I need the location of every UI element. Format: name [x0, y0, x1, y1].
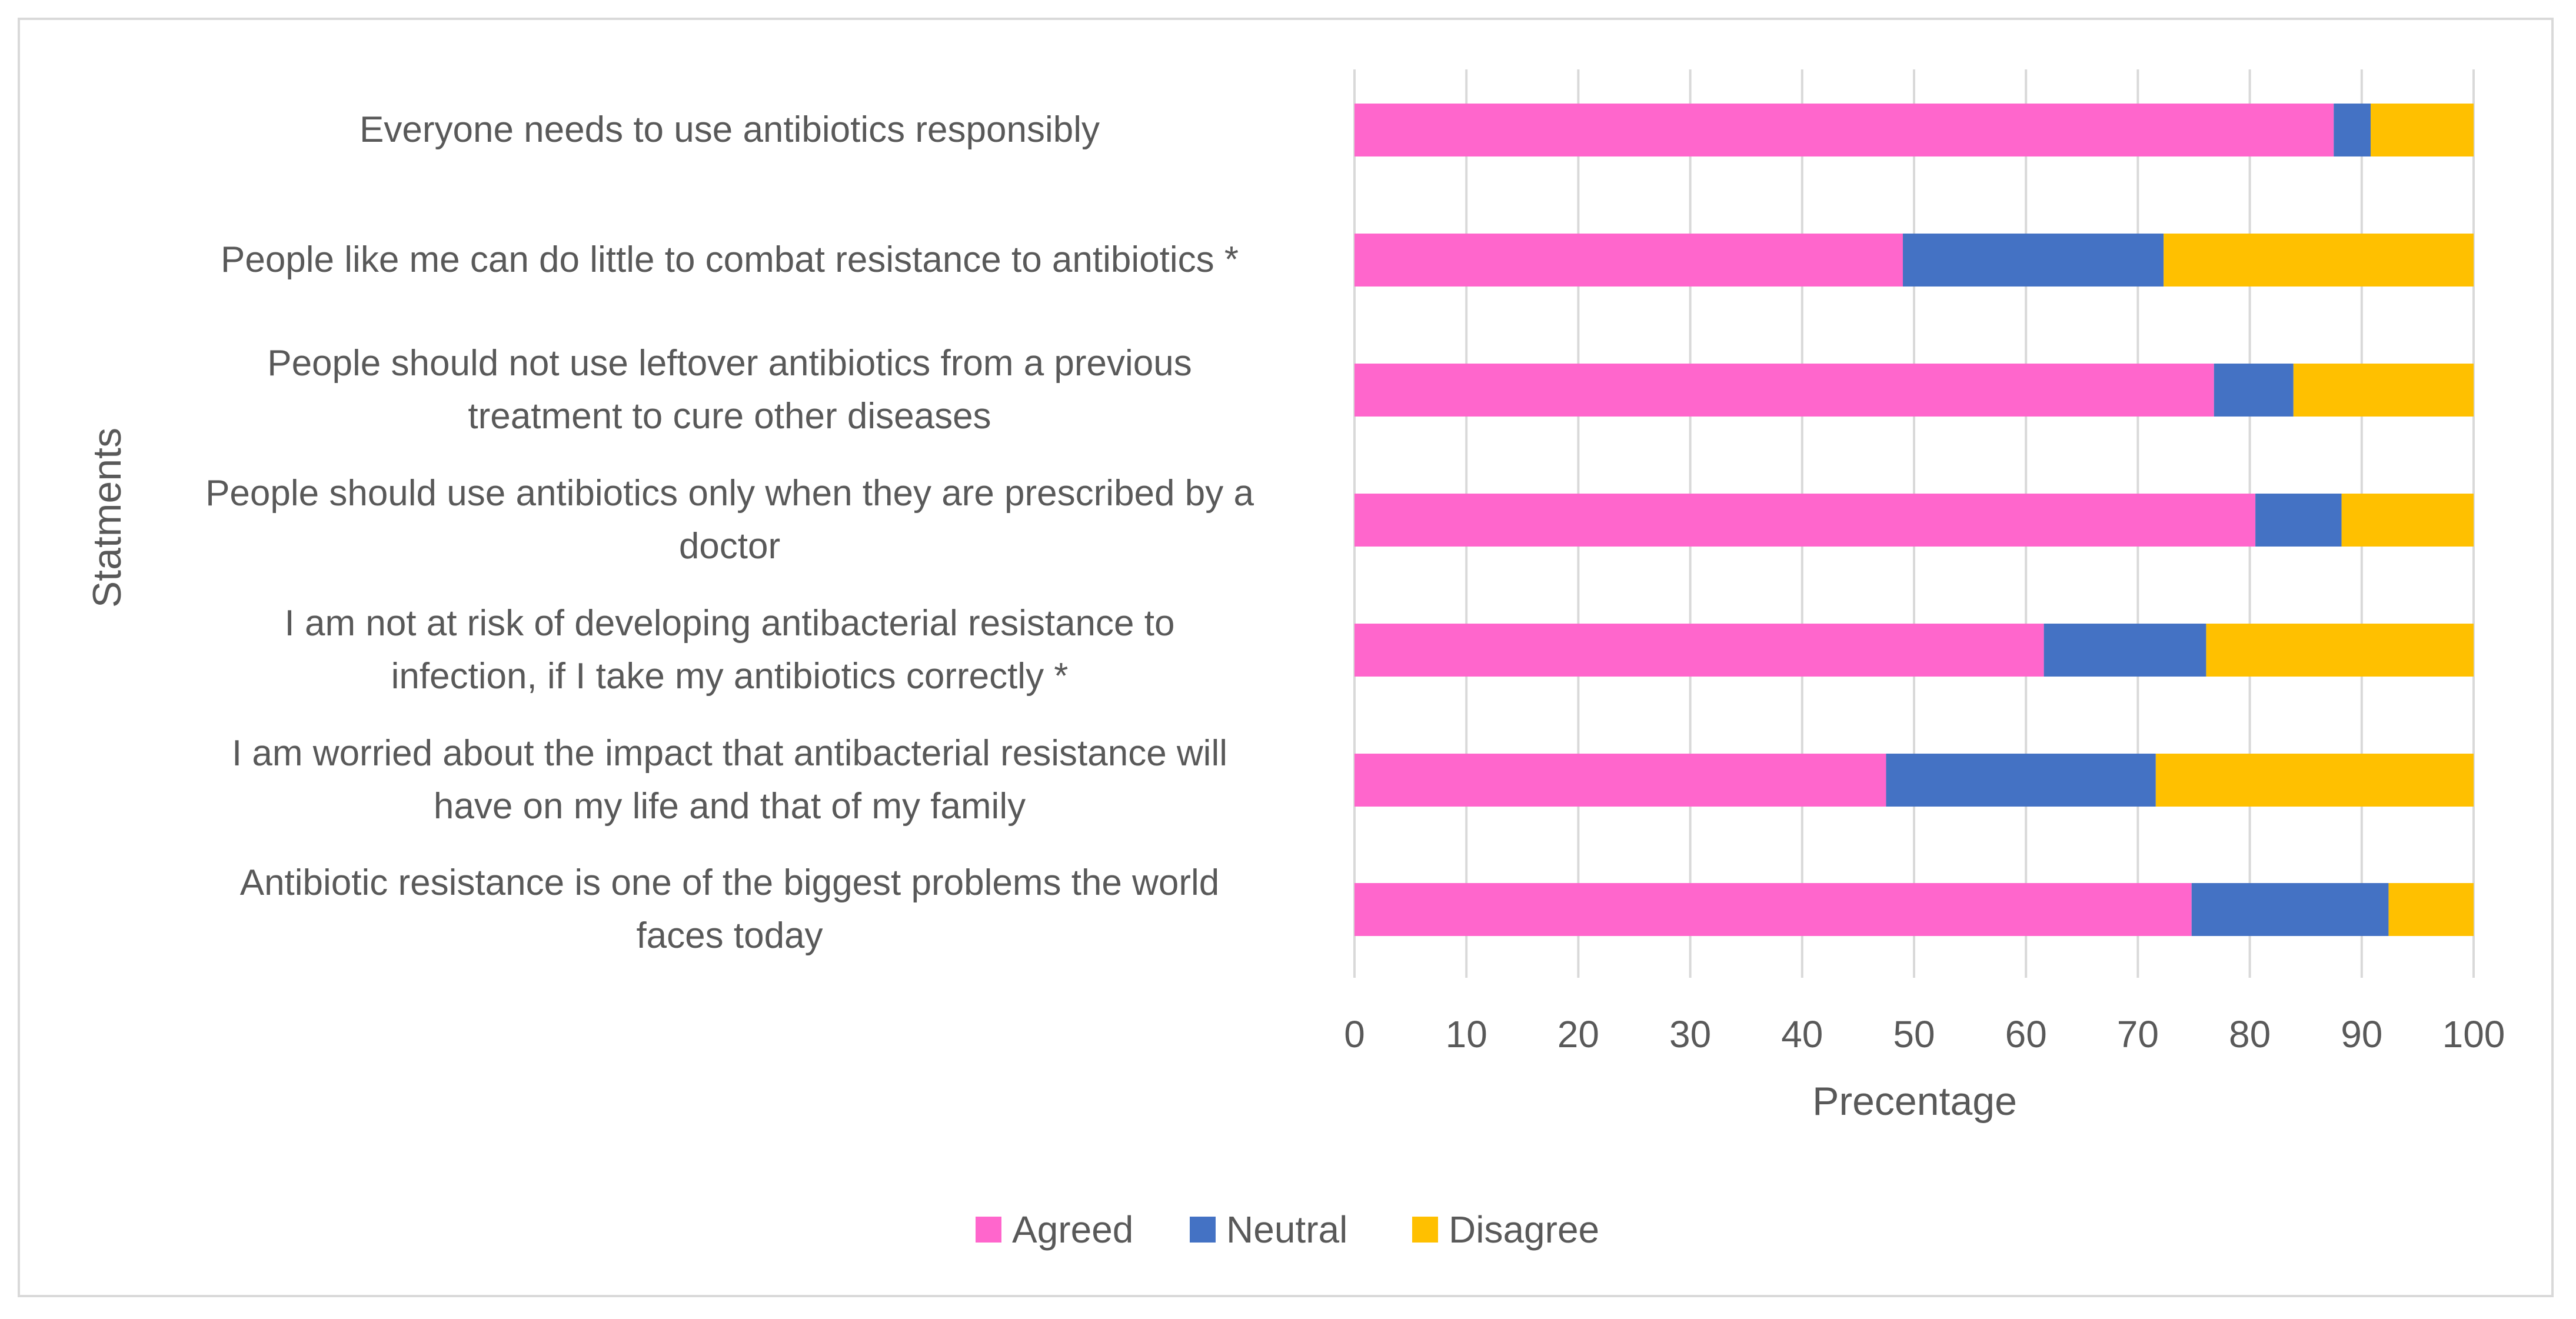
bar-agreed-0: [1354, 104, 2334, 156]
bar-neutral-6: [2191, 883, 2389, 936]
x-tick-label: 70: [2117, 1013, 2159, 1055]
x-tick-label: 20: [1557, 1013, 1599, 1055]
bar-agreed-1: [1354, 234, 1903, 287]
bar-disagree-2: [2293, 364, 2474, 417]
bar-disagree-1: [2164, 234, 2474, 287]
x-tick-labels: 0 10 20 30 40 50 60 70 80 90 100: [1344, 1013, 2505, 1055]
bar-disagree-4: [2206, 624, 2474, 677]
legend-label-agreed: Agreed: [1012, 1208, 1133, 1251]
category-label: have on my life and that of my family: [434, 786, 1026, 827]
category-label: I am not at risk of developing antibacte…: [285, 603, 1175, 644]
x-axis-title: Precentage: [1812, 1079, 2017, 1124]
category-label: faces today: [636, 915, 823, 956]
bar-neutral-5: [1886, 754, 2156, 807]
bar-disagree-0: [2371, 104, 2474, 156]
category-label: Everyone needs to use antibiotics respon…: [360, 109, 1100, 150]
bar-neutral-2: [2214, 364, 2294, 417]
bar-agreed-6: [1354, 883, 2192, 936]
bar-agreed-2: [1354, 364, 2214, 417]
category-label: treatment to cure other diseases: [468, 396, 991, 437]
x-tick-label: 60: [2005, 1013, 2047, 1055]
x-tick-label: 40: [1781, 1013, 1823, 1055]
bar-disagree-3: [2341, 494, 2474, 547]
bar-neutral-1: [1902, 234, 2164, 287]
bars: [1354, 104, 2474, 936]
category-label: People should not use leftover antibioti…: [267, 343, 1192, 384]
category-label: Antibiotic resistance is one of the bigg…: [240, 862, 1220, 903]
x-tick-label: 100: [2442, 1013, 2505, 1055]
category-labels: Everyone needs to use antibiotics respon…: [205, 109, 1254, 956]
y-axis-title: Statments: [85, 428, 129, 608]
x-tick-label: 10: [1446, 1013, 1487, 1055]
x-tick-label: 90: [2341, 1013, 2382, 1055]
bar-agreed-3: [1354, 494, 2256, 547]
bar-agreed-5: [1354, 754, 1886, 807]
bar-neutral-3: [2255, 494, 2342, 547]
category-label: I am worried about the impact that antib…: [232, 733, 1227, 774]
legend-swatch-neutral: [1190, 1217, 1216, 1243]
x-tick-label: 30: [1669, 1013, 1711, 1055]
x-tick-label: 0: [1344, 1013, 1365, 1055]
legend-label-disagree: Disagree: [1449, 1208, 1599, 1251]
bar-neutral-0: [2334, 104, 2371, 156]
legend-swatch-agreed: [976, 1217, 1001, 1243]
legend: Agreed Neutral Disagree: [976, 1208, 1599, 1251]
legend-label-neutral: Neutral: [1226, 1208, 1347, 1251]
category-label: infection, if I take my antibiotics corr…: [391, 656, 1069, 697]
category-label: People should use antibiotics only when …: [205, 473, 1254, 514]
bar-disagree-6: [2388, 883, 2474, 936]
bar-neutral-4: [2044, 624, 2206, 677]
legend-swatch-disagree: [1412, 1217, 1438, 1243]
bar-disagree-5: [2155, 754, 2474, 807]
category-label: doctor: [679, 526, 780, 567]
x-tick-label: 80: [2229, 1013, 2271, 1055]
category-label: People like me can do little to combat r…: [221, 239, 1239, 280]
x-tick-label: 50: [1893, 1013, 1935, 1055]
bar-agreed-4: [1354, 624, 2044, 677]
